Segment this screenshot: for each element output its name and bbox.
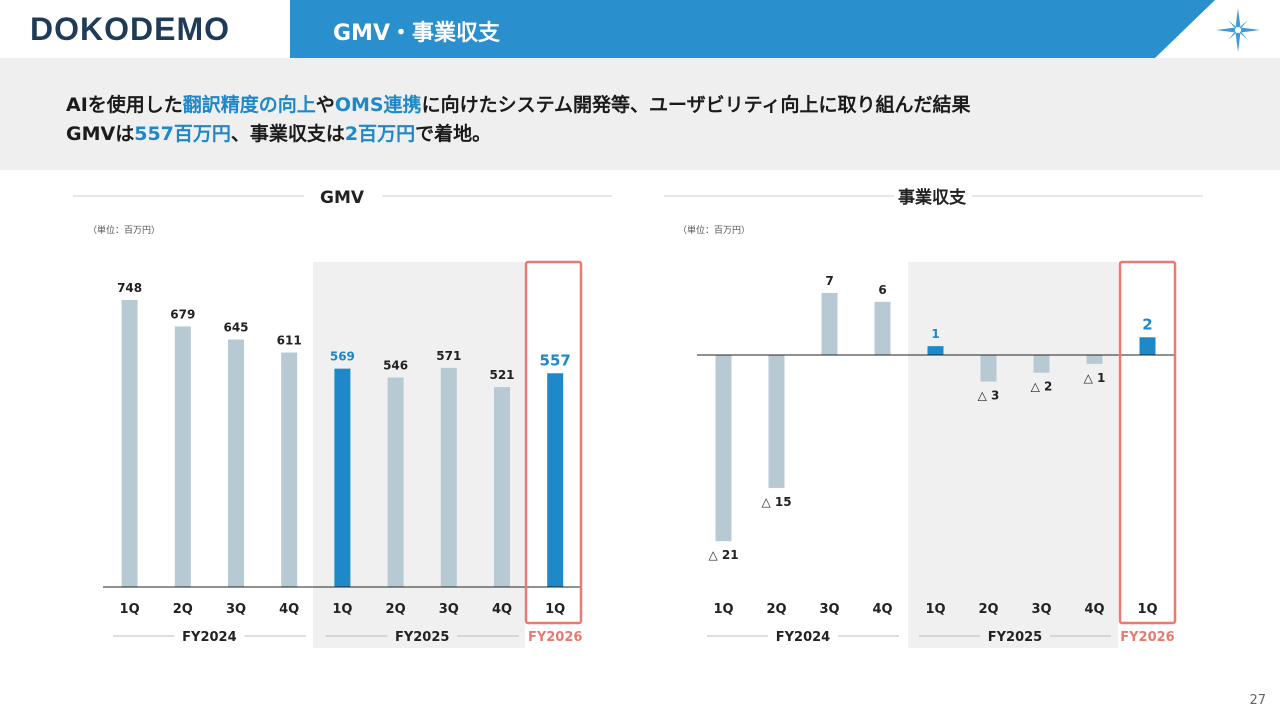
category-label: 2Q (173, 602, 193, 617)
bar (228, 339, 244, 587)
bar (768, 355, 785, 488)
compass-star-icon (1216, 8, 1260, 52)
category-label: 2Q (386, 602, 406, 617)
category-label: 3Q (226, 602, 246, 617)
page-number: 27 (1249, 693, 1266, 708)
value-label: 645 (223, 320, 248, 334)
fy2026-highlight-box (524, 260, 583, 625)
bar (440, 367, 457, 587)
logo-text: DOKODEMO (30, 11, 230, 47)
bar (715, 355, 732, 542)
category-label: 1Q (1137, 602, 1157, 617)
fy2025-shade (908, 262, 1118, 648)
value-label: 748 (117, 281, 142, 295)
category-label: 2Q (766, 602, 786, 617)
value-label: 679 (170, 307, 195, 321)
group-label: FY2026 (1120, 630, 1174, 645)
summary-text: で着地。 (415, 123, 492, 145)
category-label: 4Q (492, 602, 512, 617)
group-label: FY2025 (988, 630, 1042, 645)
value-label: 546 (383, 358, 408, 372)
summary-line-1: AIを使用した翻訳精度の向上やOMS連携に向けたシステム開発等、ユーザビリティ向… (66, 90, 970, 117)
summary-banner (0, 58, 1280, 170)
summary-line-2: GMVは557百万円、事業収支は2百万円で着地。 (66, 119, 491, 146)
bar (1086, 355, 1103, 364)
highlight-text: OMS連携 (334, 94, 422, 116)
value-label: △ 2 (1031, 380, 1053, 394)
category-label: 1Q (332, 602, 352, 617)
bar (927, 346, 944, 355)
bar (547, 373, 564, 587)
header-background (290, 0, 1215, 58)
value-label: △ 1 (1084, 371, 1106, 385)
bar (121, 299, 138, 587)
summary-text: 、事業収支は (230, 123, 345, 145)
summary-text: に向けたシステム開発等、ユーザビリティ向上に取り組んだ結果 (421, 94, 971, 116)
value-label: 1 (931, 327, 939, 341)
bar (1139, 337, 1156, 355)
category-label: 2Q (978, 602, 998, 617)
value-label: △ 21 (708, 548, 738, 562)
bar (494, 387, 510, 587)
bar (821, 292, 838, 355)
group-label: FY2024 (182, 630, 236, 645)
category-label: 4Q (279, 602, 299, 617)
bar (281, 352, 298, 587)
group-label: FY2024 (776, 630, 830, 645)
highlight-text: 翻訳精度の向上 (182, 94, 316, 116)
category-label: 4Q (1084, 602, 1104, 617)
bar (874, 301, 891, 355)
value-label: 6 (878, 283, 886, 297)
summary-text: GMVは (66, 123, 135, 145)
category-label: 1Q (713, 602, 733, 617)
value-label: △ 15 (761, 495, 791, 509)
category-label: 3Q (819, 602, 839, 617)
unit-note: （単位：百万円） (88, 224, 160, 236)
category-label: 1Q (925, 602, 945, 617)
category-label: 4Q (872, 602, 892, 617)
value-label: 611 (277, 334, 302, 348)
value-label: 571 (436, 349, 461, 363)
value-label: 7 (825, 274, 833, 288)
highlight-text: 557百万円 (134, 123, 231, 145)
category-label: 1Q (545, 602, 565, 617)
value-label: 2 (1142, 315, 1152, 333)
chart-title: GMV (320, 188, 365, 208)
category-label: 3Q (439, 602, 459, 617)
bar (1033, 355, 1050, 373)
charts-area: GMV （単位：百万円） 748 679 645 611 569 546 571 521 557 1Q… (73, 187, 1203, 648)
value-label: 557 (540, 351, 571, 369)
unit-note: （単位：百万円） (678, 224, 750, 236)
header-bar: DOKODEMO GMV・事業収支 (0, 0, 1280, 58)
bar (334, 368, 351, 587)
group-label: FY2025 (395, 630, 449, 645)
page-title: GMV・事業収支 (333, 21, 500, 46)
summary-text: や (315, 94, 335, 116)
value-label: 521 (489, 368, 514, 382)
bar (387, 377, 404, 587)
bar (174, 326, 191, 587)
category-label: 1Q (120, 602, 140, 617)
summary-text: AIを使用した (66, 94, 183, 116)
category-label: 3Q (1031, 602, 1051, 617)
chart-title: 事業収支 (898, 187, 967, 208)
fy2026-highlight-box (1118, 260, 1177, 625)
value-label: 569 (330, 350, 355, 364)
highlight-text: 2百万円 (344, 123, 416, 145)
value-label: △ 3 (978, 389, 1000, 403)
bar (980, 355, 997, 382)
group-label: FY2026 (528, 630, 582, 645)
